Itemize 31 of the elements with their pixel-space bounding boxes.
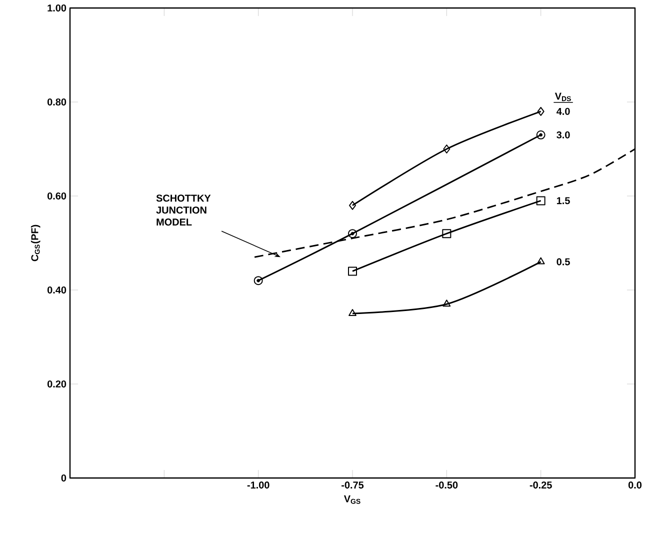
x-tick-label: -1.00 xyxy=(247,482,270,489)
series-label: 0.5 xyxy=(556,258,570,266)
text: SCHOTTKY JUNCTION MODEL xyxy=(156,194,211,226)
point xyxy=(348,308,356,316)
y-tick-label: 0.40 xyxy=(47,286,66,294)
point xyxy=(442,300,451,307)
y-tick-label: 0 xyxy=(61,474,66,482)
point xyxy=(348,229,358,238)
x-tick-label: -0.75 xyxy=(342,482,364,489)
point xyxy=(443,144,450,154)
legend-label: 4.0 xyxy=(556,108,570,115)
x-tick-label: -0.50 xyxy=(436,482,458,489)
point xyxy=(536,130,546,140)
point xyxy=(536,196,546,206)
legend-title: V$_{DS}$ xyxy=(554,92,571,102)
point xyxy=(349,200,356,210)
y-axis-title: C$_{GS}$(PF) xyxy=(30,224,40,262)
point xyxy=(348,266,358,276)
y-tick-label: 0.60 xyxy=(47,192,66,200)
point xyxy=(254,276,263,286)
point xyxy=(442,229,452,238)
series-label: 3.0 xyxy=(556,131,570,138)
y-tick-label: 0.20 xyxy=(47,380,66,388)
x-tick-label: -0.25 xyxy=(530,482,552,489)
x-axis-title: V$_{GS}$ xyxy=(344,495,360,504)
point xyxy=(537,106,544,116)
y-tick-label: 0.80 xyxy=(47,98,66,106)
x-tick-label: 0.0 xyxy=(628,482,642,489)
y-tick-label: 1.00 xyxy=(48,4,66,12)
point xyxy=(536,257,545,264)
series-label: 1.5 xyxy=(556,197,570,204)
